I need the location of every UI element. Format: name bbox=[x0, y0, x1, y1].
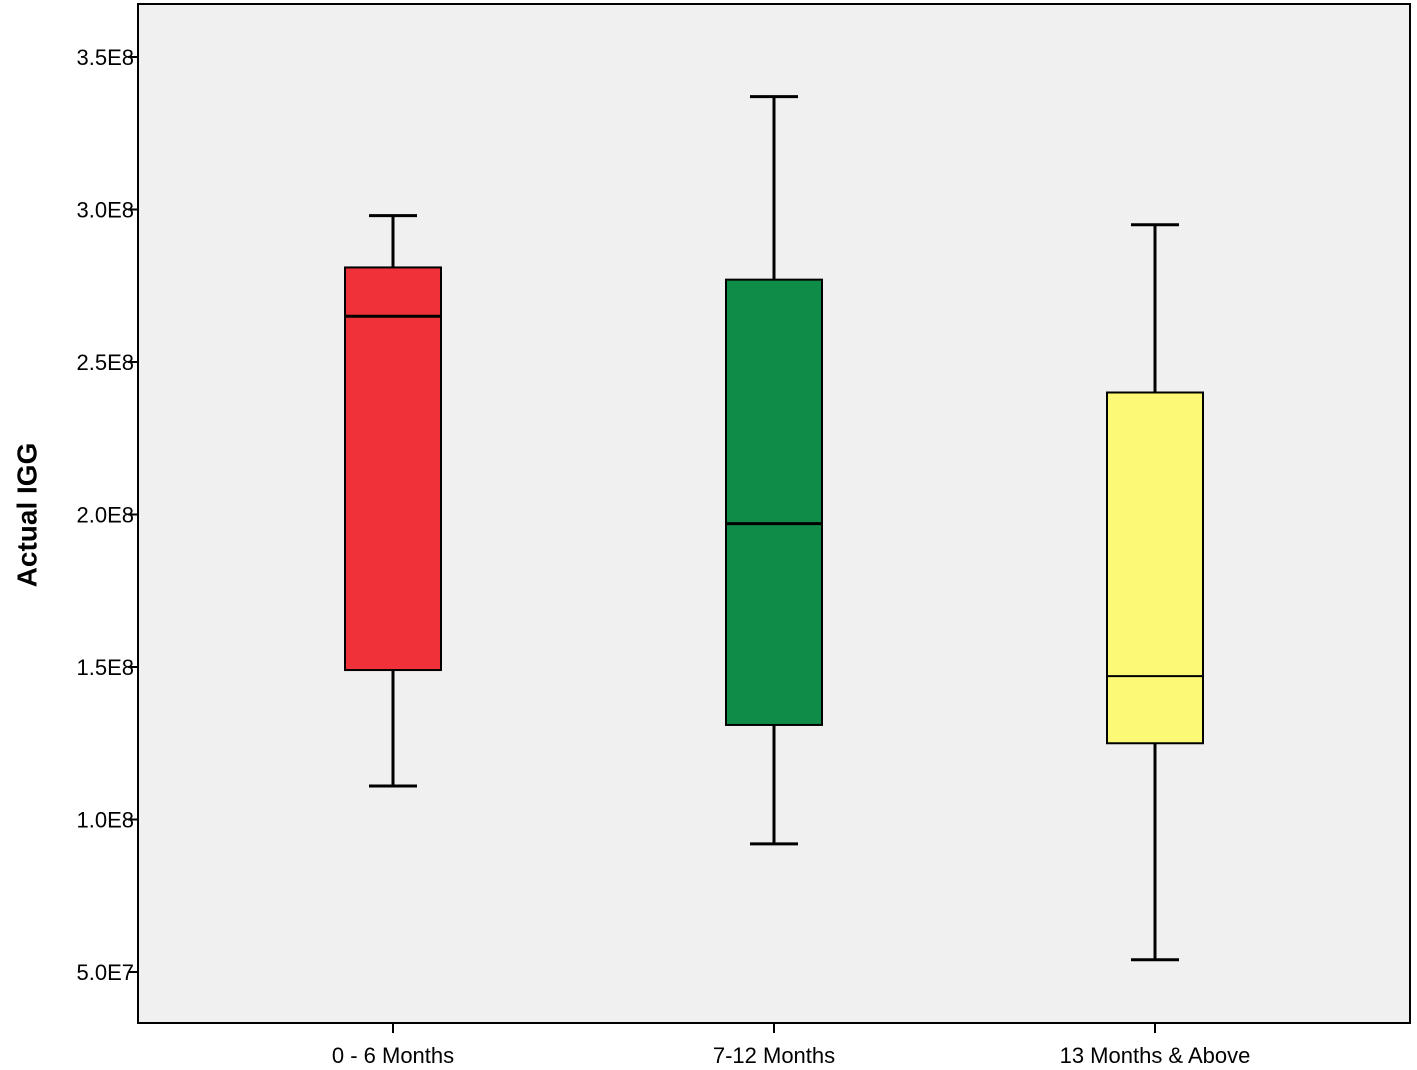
x-tick-label: 0 - 6 Months bbox=[332, 1043, 454, 1068]
y-tick-label: 2.0E8 bbox=[77, 503, 135, 528]
iqr-box bbox=[344, 266, 442, 672]
x-tick-label: 7-12 Months bbox=[713, 1043, 835, 1068]
y-tick-label: 3.0E8 bbox=[77, 198, 135, 223]
y-tick-label: 1.5E8 bbox=[77, 655, 135, 680]
box-group bbox=[1106, 223, 1204, 962]
y-tick-label: 2.5E8 bbox=[77, 350, 135, 375]
iqr-box bbox=[725, 278, 823, 726]
boxes bbox=[344, 95, 1204, 962]
box-group bbox=[725, 95, 823, 846]
x-axis: 0 - 6 Months 7-12 Months 13 Months & Above bbox=[332, 1023, 1251, 1068]
x-tick-label: 13 Months & Above bbox=[1060, 1043, 1251, 1068]
y-axis-title: Actual IGG bbox=[11, 443, 42, 588]
y-tick-label: 3.5E8 bbox=[77, 45, 135, 70]
y-tick-label: 5.0E7 bbox=[77, 960, 135, 985]
y-tick-label: 1.0E8 bbox=[77, 808, 135, 833]
box-group bbox=[344, 214, 442, 788]
y-axis: 5.0E7 1.0E8 1.5E8 2.0E8 2.5E8 3.0E8 3.5E8 bbox=[77, 45, 138, 985]
iqr-box bbox=[1106, 391, 1204, 745]
